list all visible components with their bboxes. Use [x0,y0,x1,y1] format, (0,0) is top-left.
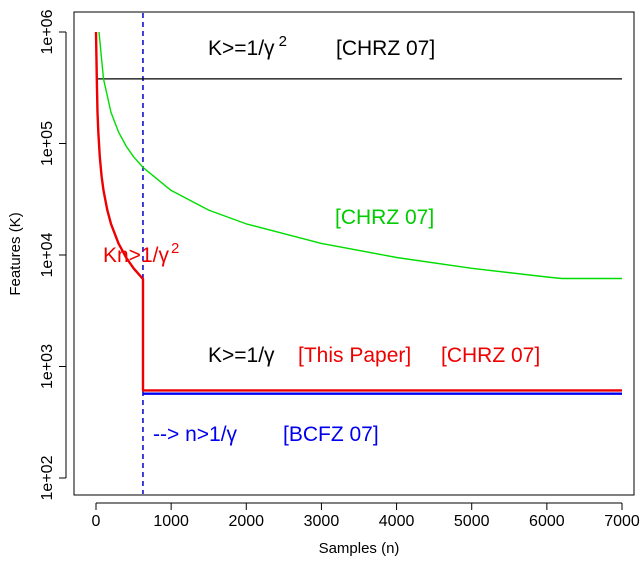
x-tick-label: 5000 [454,513,490,530]
annotation-n-gamma: --> n>1/γ [153,423,238,446]
annotation-chrz-black: [CHRZ 07] [336,37,435,60]
axes: 0 1000 2000 3000 4000 5000 6000 7000 1e+02 1e+03… [39,9,640,530]
annotation-chrz-red: [CHRZ 07] [441,344,540,367]
y-tick-label: 1e+06 [39,9,56,54]
y-tick-label: 1e+05 [39,121,56,166]
annotation-k-gamma-squared: K>=1/γ 2 [208,33,287,60]
series-line-2 [94,31,622,392]
plot-frame [73,11,635,496]
annotation-chrz-green: [CHRZ 07] [335,206,434,229]
x-tick-label: 0 [92,513,101,530]
annotation-this-paper: [This Paper] [298,344,411,367]
annotation-bcfz: [BCFZ 07] [283,423,379,446]
annotation-kn-gamma-squared: Kn>1/γ 2 [103,240,179,267]
y-tick-label: 1e+04 [39,232,56,277]
y-ticks: 1e+02 1e+03 1e+04 1e+05 1e+06 [39,9,66,500]
y-axis-title: Features (K) [7,212,24,295]
y-tick-label: 1e+02 [39,455,56,500]
annotation-k-gamma: K>=1/γ [208,344,275,367]
x-tick-label: 7000 [604,513,640,530]
plot-lines [94,13,622,494]
x-tick-label: 4000 [379,513,415,530]
x-tick-label: 1000 [153,513,189,530]
annotations: K>=1/γ 2 [CHRZ 07] [CHRZ 07] Kn>1/γ 2 K>=1… [103,33,540,446]
x-tick-label: 3000 [304,513,340,530]
x-ticks: 0 1000 2000 3000 4000 5000 6000 7000 [92,503,640,530]
series-line-1 [98,31,622,280]
y-tick-label: 1e+03 [39,344,56,389]
x-axis-title: Samples (n) [319,540,400,557]
x-tick-label: 6000 [529,513,565,530]
x-tick-label: 2000 [228,513,264,530]
